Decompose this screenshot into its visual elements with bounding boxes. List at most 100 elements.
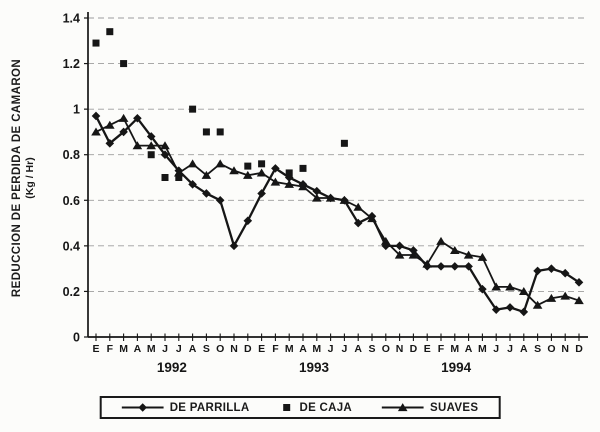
diamond-marker-icon <box>547 264 556 273</box>
chart-svg: 00.20.40.60.811.21.4E F M A M J J A S O N D E F M A M J J A… <box>63 12 588 375</box>
diamond-marker-icon <box>229 241 239 251</box>
x-month-label: M <box>478 343 487 355</box>
x-month-label: J <box>176 343 182 355</box>
legend-item-de-caja: DE CAJA <box>279 401 352 414</box>
x-month-label: N <box>230 343 238 355</box>
triangle-marker-icon <box>229 166 239 175</box>
diamond-marker-icon <box>146 132 156 141</box>
diamond-marker-icon <box>188 180 197 189</box>
diamond-marker-icon <box>298 180 308 189</box>
x-month-label: D <box>244 343 252 355</box>
diamond-legend-marker-icon <box>121 403 164 412</box>
x-month-label: J <box>507 343 513 355</box>
y-tick-label: 0 <box>73 331 80 345</box>
diamond-marker-icon <box>202 189 211 198</box>
triangle-marker-icon <box>146 141 156 150</box>
x-month-label: O <box>382 343 390 355</box>
y-tick-label: 1.2 <box>63 57 80 71</box>
x-month-label: A <box>134 343 142 355</box>
square-marker-icon <box>147 151 155 159</box>
y-tick-label: 0.2 <box>63 285 80 299</box>
y-axis-title: REDUCCION DE PERDIDA DE CAMARON (Kg / Hr… <box>11 13 41 343</box>
x-month-label: J <box>328 343 334 355</box>
x-month-label: D <box>575 343 583 355</box>
diamond-marker-icon <box>422 262 432 271</box>
diamond-marker-icon <box>160 150 170 160</box>
y-tick-label: 0.6 <box>63 194 80 208</box>
triangle-legend-marker-icon <box>382 403 425 412</box>
x-year-label: 1992 <box>157 360 187 375</box>
x-year-label: 1993 <box>299 360 330 375</box>
triangle-marker-icon <box>574 296 584 305</box>
x-month-label: S <box>534 343 541 355</box>
square-marker-icon <box>299 164 307 172</box>
square-marker-icon <box>340 139 348 147</box>
x-month-label: S <box>203 343 210 355</box>
triangle-marker-icon <box>270 177 281 186</box>
triangle-marker-icon <box>187 159 198 168</box>
x-month-label: M <box>450 343 459 355</box>
x-year-label: 1994 <box>441 360 472 375</box>
x-month-label: S <box>368 343 375 355</box>
diamond-marker-icon <box>271 164 280 173</box>
x-month-label: M <box>147 343 156 355</box>
x-month-label: N <box>396 343 404 355</box>
diamond-marker-icon <box>119 127 128 137</box>
x-month-label: J <box>493 343 499 355</box>
x-month-label: D <box>410 343 418 355</box>
diamond-marker-icon <box>491 305 501 314</box>
x-month-label: A <box>465 343 473 355</box>
diamond-marker-icon <box>326 193 335 203</box>
y-axis-title-line2: (Kg / Hr) <box>24 157 37 199</box>
diamond-marker-icon <box>312 186 322 196</box>
x-month-label: E <box>424 343 431 355</box>
triangle-marker-icon <box>394 250 405 259</box>
y-tick-label: 0.4 <box>63 239 80 253</box>
triangle-marker-icon <box>160 141 170 150</box>
x-month-label: F <box>107 343 114 355</box>
triangle-marker-icon <box>353 202 363 211</box>
diamond-marker-icon <box>464 262 473 271</box>
triangle-marker-icon <box>491 282 501 291</box>
triangle-marker-icon <box>256 168 267 177</box>
x-month-label: E <box>92 343 99 355</box>
diamond-marker-icon <box>243 216 253 226</box>
y-tick-label: 0.8 <box>63 148 80 162</box>
triangle-marker-icon <box>519 287 529 296</box>
triangle-marker-icon <box>312 193 322 202</box>
triangle-marker-icon <box>201 170 212 179</box>
square-marker-icon <box>92 39 100 47</box>
square-marker-icon <box>120 60 128 68</box>
legend-item-suaves: SUAVES <box>382 401 478 414</box>
square-marker-icon <box>216 128 224 136</box>
diamond-marker-icon <box>505 303 515 312</box>
diamond-marker-icon <box>353 218 363 228</box>
square-marker-icon <box>106 28 114 36</box>
diamond-marker-icon <box>367 211 377 221</box>
legend-label: DE PARRILLA <box>169 401 250 414</box>
square-legend-marker-icon <box>282 404 290 411</box>
diamond-marker-icon <box>560 268 570 278</box>
x-month-label: A <box>299 343 307 355</box>
diamond-marker-icon <box>257 189 266 198</box>
x-month-label: J <box>162 343 168 355</box>
square-marker-icon <box>244 162 252 170</box>
y-tick-label: 1.4 <box>63 12 80 26</box>
y-axis-title-line1: REDUCCION DE PERDIDA DE CAMARON <box>11 58 23 298</box>
diamond-marker-icon <box>91 111 101 121</box>
x-month-label: M <box>312 343 321 355</box>
triangle-marker-icon <box>532 300 543 309</box>
triangle-marker-icon <box>118 113 129 122</box>
x-month-label: E <box>258 343 265 355</box>
triangle-marker-icon <box>243 170 253 179</box>
triangle-marker-icon <box>215 159 225 168</box>
x-month-label: O <box>216 343 224 355</box>
square-marker-icon <box>189 105 197 113</box>
square-marker-icon <box>161 174 169 181</box>
x-month-label: A <box>520 343 528 355</box>
square-marker-icon <box>175 174 183 181</box>
x-month-label: A <box>189 343 197 355</box>
diamond-marker-icon <box>174 166 184 175</box>
legend-label: DE CAJA <box>299 401 353 414</box>
legend-label: SUAVES <box>430 401 479 414</box>
